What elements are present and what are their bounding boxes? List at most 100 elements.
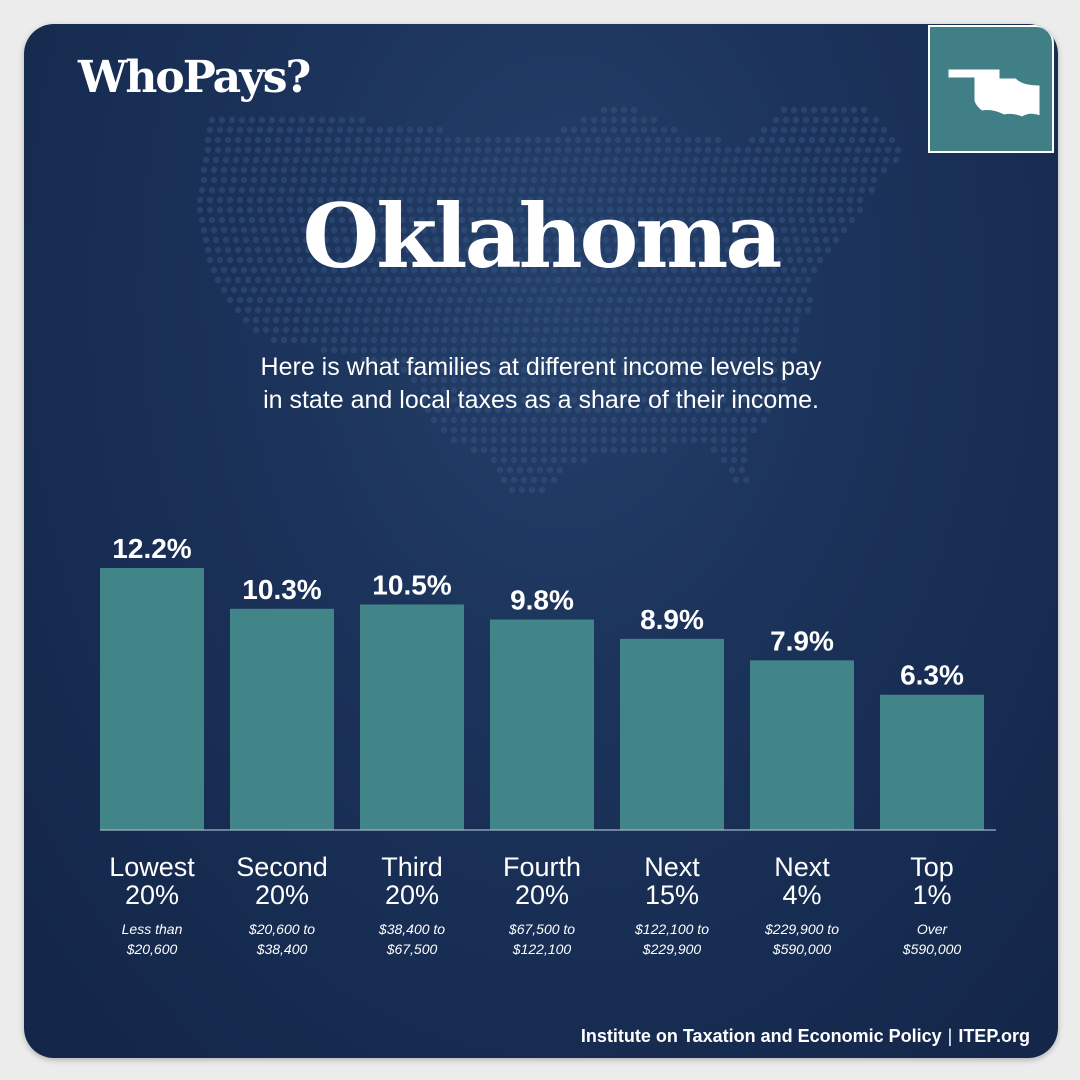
map-dot	[356, 256, 364, 264]
map-dot	[560, 126, 568, 134]
map-dot	[244, 146, 252, 154]
map-dot	[300, 266, 308, 274]
map-dot	[880, 126, 888, 134]
map-dot	[734, 276, 742, 284]
map-dot	[772, 116, 780, 124]
map-dot	[734, 246, 742, 254]
map-dot	[328, 216, 336, 224]
map-dot	[454, 276, 462, 284]
map-dot	[692, 236, 700, 244]
map-dot	[294, 136, 302, 144]
map-dot	[756, 196, 764, 204]
map-dot	[612, 156, 620, 164]
map-dot	[610, 346, 618, 354]
bar-value-label: 8.9%	[640, 604, 704, 635]
map-dot	[470, 176, 478, 184]
map-dot	[650, 416, 658, 424]
map-dot	[370, 166, 378, 174]
bar	[100, 568, 204, 830]
map-dot	[718, 216, 726, 224]
map-dot	[384, 146, 392, 154]
map-dot	[388, 216, 396, 224]
map-dot	[434, 146, 442, 154]
map-dot	[822, 156, 830, 164]
map-dot	[390, 356, 398, 364]
map-dot	[226, 256, 234, 264]
map-dot	[674, 276, 682, 284]
map-dot	[400, 336, 408, 344]
map-dot	[754, 276, 762, 284]
map-dot	[644, 276, 652, 284]
map-dot	[830, 106, 838, 114]
map-dot	[608, 216, 616, 224]
map-dot	[330, 226, 338, 234]
map-dot	[416, 296, 424, 304]
map-dot	[700, 426, 708, 434]
map-dot	[480, 346, 488, 354]
map-dot	[530, 376, 538, 384]
map-dot	[384, 306, 392, 314]
map-dot	[628, 216, 636, 224]
map-dot	[482, 156, 490, 164]
map-dot	[564, 246, 572, 254]
map-dot	[538, 186, 546, 194]
footer-site-link[interactable]: ITEP.org	[958, 1026, 1030, 1046]
map-dot	[764, 276, 772, 284]
map-dot	[752, 236, 760, 244]
map-dot	[246, 296, 254, 304]
map-dot	[604, 246, 612, 254]
map-dot	[352, 316, 360, 324]
map-dot	[640, 366, 648, 374]
map-dot	[350, 176, 358, 184]
map-dot	[480, 376, 488, 384]
map-dot	[654, 136, 662, 144]
map-dot	[768, 216, 776, 224]
map-dot	[720, 436, 728, 444]
map-dot	[484, 146, 492, 154]
map-dot	[350, 266, 358, 274]
map-dot	[780, 336, 788, 344]
map-dot	[378, 186, 386, 194]
map-dot	[590, 166, 598, 174]
map-dot	[704, 136, 712, 144]
map-dot	[350, 286, 358, 294]
bar-value-label: 10.5%	[372, 570, 451, 601]
map-dot	[276, 196, 284, 204]
map-dot	[196, 196, 204, 204]
map-dot	[540, 396, 548, 404]
map-dot	[210, 176, 218, 184]
map-dot	[884, 146, 892, 154]
map-dot	[710, 446, 718, 454]
map-dot	[714, 306, 722, 314]
map-dot	[730, 446, 738, 454]
map-dot	[388, 186, 396, 194]
map-dot	[570, 396, 578, 404]
map-dot	[392, 236, 400, 244]
map-dot	[722, 236, 730, 244]
map-dot	[742, 476, 750, 484]
map-dot	[512, 326, 520, 334]
map-dot	[516, 466, 524, 474]
map-dot	[496, 196, 504, 204]
map-dot	[236, 256, 244, 264]
map-dot	[296, 196, 304, 204]
map-dot	[614, 146, 622, 154]
map-dot	[422, 156, 430, 164]
map-dot	[408, 216, 416, 224]
map-dot	[242, 316, 250, 324]
map-dot	[614, 136, 622, 144]
map-dot	[522, 316, 530, 324]
map-dot	[350, 166, 358, 174]
map-dot	[620, 286, 628, 294]
map-dot	[672, 156, 680, 164]
map-dot	[540, 456, 548, 464]
map-dot	[474, 306, 482, 314]
map-dot	[404, 146, 412, 154]
map-dot	[602, 326, 610, 334]
map-dot	[764, 246, 772, 254]
map-dot	[434, 406, 442, 414]
map-dot	[800, 176, 808, 184]
map-dot	[750, 396, 758, 404]
map-dot	[654, 146, 662, 154]
map-dot	[252, 236, 260, 244]
